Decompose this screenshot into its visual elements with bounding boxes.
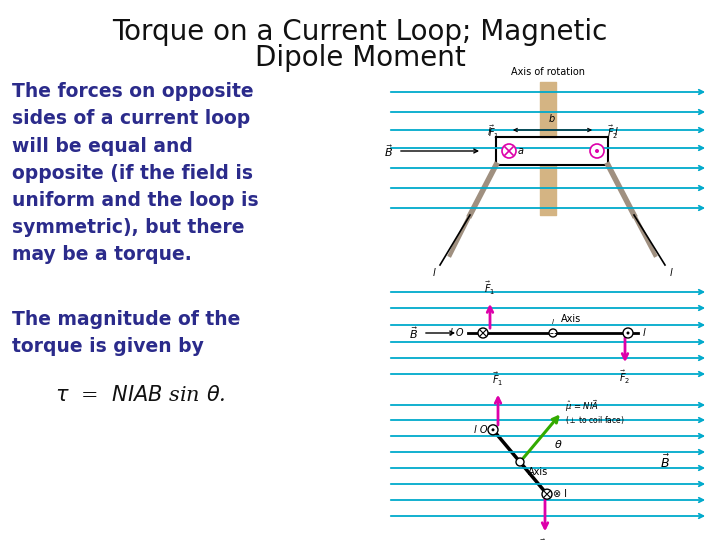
Text: $\vec{F}_1$: $\vec{F}_1$: [485, 280, 495, 297]
Text: $\vec{F}_1$: $\vec{F}_1$: [492, 370, 504, 388]
Text: a: a: [518, 146, 524, 156]
Circle shape: [590, 144, 604, 158]
Text: $\vec{F}_2$: $\vec{F}_2$: [619, 369, 631, 386]
Circle shape: [549, 329, 557, 337]
Text: Axis of rotation: Axis of rotation: [511, 67, 585, 77]
Text: $\vec{B}$: $\vec{B}$: [660, 454, 670, 471]
Text: b: b: [549, 114, 555, 124]
Text: Axis: Axis: [528, 467, 548, 477]
Circle shape: [542, 489, 552, 499]
Text: l O: l O: [449, 328, 463, 338]
Text: l: l: [670, 268, 672, 278]
Circle shape: [623, 328, 633, 338]
Circle shape: [502, 144, 516, 158]
Text: The magnitude of the
torque is given by: The magnitude of the torque is given by: [12, 310, 240, 356]
Circle shape: [595, 149, 599, 153]
Text: ⊗ l: ⊗ l: [553, 489, 567, 499]
Text: $\tau$  =  $\mathit{NIAB}$ sin $\theta$.: $\tau$ = $\mathit{NIAB}$ sin $\theta$.: [55, 385, 225, 405]
Circle shape: [478, 328, 488, 338]
Text: l: l: [643, 328, 646, 338]
Text: Axis: Axis: [561, 314, 581, 324]
Text: l: l: [615, 127, 618, 137]
Text: Torque on a Current Loop; Magnetic: Torque on a Current Loop; Magnetic: [112, 18, 608, 46]
Circle shape: [626, 332, 629, 334]
Text: $\vec{F}_1$: $\vec{F}_1$: [487, 124, 499, 141]
Text: $\vec{B}$: $\vec{B}$: [384, 143, 393, 159]
Text: ($\perp$ to coil face): ($\perp$ to coil face): [564, 414, 625, 426]
Text: $\vec{F}_2$: $\vec{F}_2$: [607, 124, 618, 141]
Text: Dipole Moment: Dipole Moment: [255, 44, 465, 72]
Circle shape: [488, 425, 498, 435]
Text: l: l: [552, 319, 554, 325]
Text: $\vec{F}_2$: $\vec{F}_2$: [539, 538, 551, 540]
Text: l O: l O: [474, 425, 487, 435]
Text: l: l: [487, 127, 490, 137]
Text: $\vec{B}$: $\vec{B}$: [409, 325, 418, 341]
Text: $\theta$: $\theta$: [554, 438, 562, 450]
Circle shape: [492, 428, 495, 431]
Circle shape: [516, 458, 524, 466]
Text: l: l: [432, 268, 435, 278]
Text: $\hat{\mu}$ = $NI\vec{A}$: $\hat{\mu}$ = $NI\vec{A}$: [564, 399, 598, 414]
Text: The forces on opposite
sides of a current loop
will be equal and
opposite (if th: The forces on opposite sides of a curren…: [12, 82, 258, 265]
